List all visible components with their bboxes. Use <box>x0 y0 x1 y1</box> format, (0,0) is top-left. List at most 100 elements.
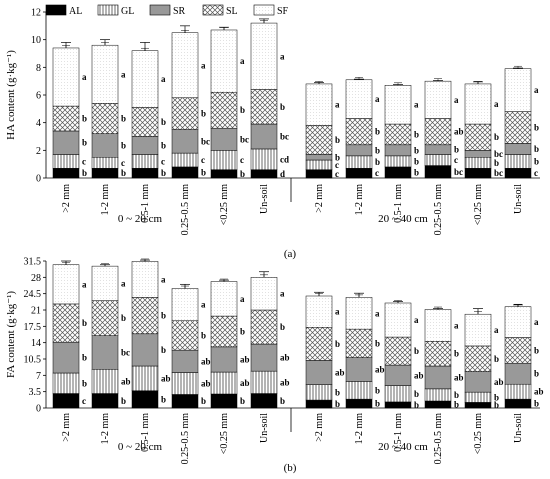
significance-letter: b <box>375 127 380 137</box>
bar-segment-sl <box>345 118 373 146</box>
significance-letter: b <box>414 389 419 399</box>
significance-letter: b <box>534 144 539 154</box>
x-tick-label: 0.5-1 mm <box>393 184 404 223</box>
legend-label-gl: GL <box>121 6 134 17</box>
significance-letter: c <box>240 155 244 165</box>
significance-letter: a <box>375 308 380 318</box>
significance-letter: a <box>201 300 206 310</box>
panel-caption: (b) <box>284 462 297 474</box>
x-tick-label: <0.25 mm <box>473 184 484 225</box>
significance-letter: ab <box>280 353 290 363</box>
bar-segment-sl <box>131 107 159 137</box>
stacked-bar: b ab b b a <box>504 303 544 409</box>
bar-segment-sr <box>171 349 199 373</box>
bar-segment-gl <box>384 155 412 168</box>
bar-segment-sl <box>250 309 278 345</box>
bar-segment-sr <box>250 123 278 150</box>
x-tick-label: 0.25-0.5 mm <box>433 184 444 236</box>
legend-label-al: AL <box>69 6 82 17</box>
bar-segment-gl <box>171 372 199 395</box>
legend-swatch-gl <box>97 4 119 16</box>
significance-letter: b <box>494 400 499 410</box>
significance-letter: ab <box>240 354 250 364</box>
significance-letter: b <box>335 399 340 409</box>
significance-letter: b <box>280 102 285 112</box>
bar-segment-sl <box>424 341 452 367</box>
bar-segment-sf <box>131 261 159 298</box>
bar-segment-sf <box>464 83 492 125</box>
significance-letter: c <box>82 396 86 406</box>
significance-letter: ab <box>454 127 464 137</box>
bar-segment-sf <box>52 264 80 305</box>
legend-label-sl: SL <box>226 6 238 17</box>
significance-letter: ab <box>335 368 345 378</box>
significance-letter: b <box>375 157 380 167</box>
bar-segment-sl <box>171 320 199 351</box>
bar-segment-sf <box>424 80 452 119</box>
significance-letter: b <box>161 140 166 150</box>
bar-segment-sl <box>52 303 80 343</box>
significance-letter: b <box>121 396 126 406</box>
significance-letter: ab <box>201 379 211 389</box>
legend-swatch-sl <box>202 4 224 16</box>
y-tick-label: 28 <box>31 273 41 284</box>
significance-letter: b <box>82 114 87 124</box>
significance-letter: b <box>534 369 539 379</box>
significance-letter: b <box>82 353 87 363</box>
significance-letter: a <box>82 72 87 82</box>
bar-segment-al <box>250 393 278 409</box>
significance-letter: c <box>454 155 458 165</box>
legend-swatch-sr <box>149 4 171 16</box>
group-label: 0 ~ 20 cm <box>118 441 163 453</box>
bar-segment-al <box>171 394 199 409</box>
bar-segment-sf <box>250 22 278 90</box>
bar-segment-al <box>131 390 159 409</box>
significance-letter: a <box>534 85 539 95</box>
significance-letter: c <box>201 155 205 165</box>
stacked-bar: b ab ab b a <box>171 285 211 409</box>
significance-letter: a <box>335 100 340 110</box>
y-tick-label: 12 <box>31 8 41 19</box>
significance-letter: b <box>454 145 459 155</box>
significance-letter: b <box>534 156 539 166</box>
significance-letter: a <box>454 320 459 330</box>
significance-letter: b <box>375 338 380 348</box>
bar-segment-gl <box>384 385 412 403</box>
y-axis-label: HA content (g·kg⁻¹) <box>5 50 17 140</box>
y-tick-label: 24.5 <box>24 289 42 300</box>
significance-letter: b <box>280 322 285 332</box>
significance-letter: b <box>201 167 206 177</box>
y-tick-label: 2 <box>36 146 41 157</box>
panel-b-fa-content: 0 3.5 7 10.5 14 17.5 21 24.5 28 31.5 FA content (g… <box>5 257 544 475</box>
significance-letter: ab <box>161 373 171 383</box>
x-tick-label: 1-2 mm <box>354 413 365 445</box>
x-tick-label: Un-soil <box>513 184 524 214</box>
bar-segment-sr <box>91 335 119 370</box>
bar-segment-al <box>504 168 532 179</box>
bar-segment-sr <box>210 346 238 373</box>
y-axis-label: FA content (g·kg⁻¹) <box>5 291 17 378</box>
significance-letter: a <box>335 307 340 317</box>
bar-segment-sl <box>384 123 412 146</box>
bar-segment-sr <box>210 127 238 151</box>
bar-segment-sr <box>464 371 492 393</box>
significance-letter: b <box>240 105 245 115</box>
x-tick-label: 1-2 mm <box>354 184 365 216</box>
bar-segment-gl <box>464 391 492 403</box>
bar-segment-gl <box>305 159 333 170</box>
significance-letter: ab <box>454 372 464 382</box>
bar-segment-gl <box>131 154 159 169</box>
bar-segment-sl <box>305 327 333 361</box>
significance-letter: bc <box>494 149 503 159</box>
bar-segment-sf <box>305 83 333 126</box>
bar-segment-sl <box>210 315 238 348</box>
bar-segment-sr <box>504 362 532 385</box>
bar-segment-sl <box>91 103 119 134</box>
